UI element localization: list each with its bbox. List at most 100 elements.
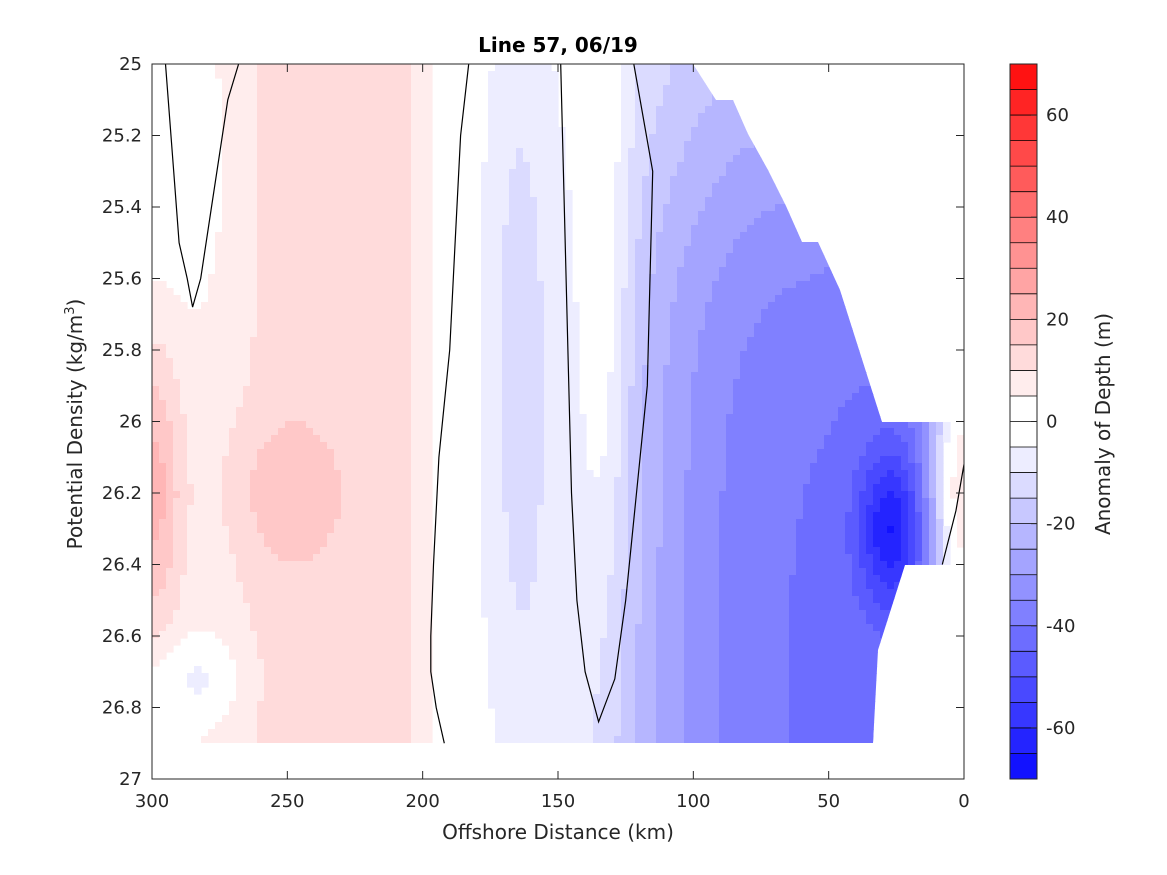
- field-cell: [299, 344, 307, 352]
- field-cell: [866, 414, 874, 422]
- field-cell: [313, 232, 321, 240]
- field-cell: [411, 225, 419, 233]
- field-cell: [551, 92, 559, 100]
- field-cell: [369, 211, 377, 219]
- field-cell: [355, 260, 363, 268]
- field-cell: [355, 414, 363, 422]
- field-cell: [761, 414, 769, 422]
- field-cell: [257, 190, 265, 198]
- field-cell: [628, 344, 636, 352]
- field-cell: [362, 344, 370, 352]
- field-cell: [292, 400, 300, 408]
- field-cell: [390, 190, 398, 198]
- field-cell: [789, 344, 797, 352]
- field-cell: [670, 239, 678, 247]
- field-cell: [341, 127, 349, 135]
- field-cell: [348, 232, 356, 240]
- field-cell: [278, 71, 286, 79]
- field-cell: [726, 113, 734, 121]
- field-cell: [670, 421, 678, 429]
- field-cell: [523, 407, 531, 415]
- field-cell: [740, 183, 748, 191]
- field-cell: [222, 162, 230, 170]
- field-cell: [257, 120, 265, 128]
- field-cell: [733, 302, 741, 310]
- field-cell: [334, 372, 342, 380]
- field-cell: [313, 176, 321, 184]
- field-cell: [642, 197, 650, 205]
- field-cell: [397, 134, 405, 142]
- field-cell: [495, 344, 503, 352]
- field-cell: [292, 260, 300, 268]
- field-cell: [334, 246, 342, 254]
- field-cell: [292, 190, 300, 198]
- field-cell: [523, 169, 531, 177]
- field-cell: [698, 92, 706, 100]
- field-cell: [495, 330, 503, 338]
- field-cell: [530, 351, 538, 359]
- field-cell: [733, 309, 741, 317]
- field-cell: [782, 316, 790, 324]
- field-cell: [656, 169, 664, 177]
- field-cell: [481, 197, 489, 205]
- field-cell: [292, 162, 300, 170]
- field-cell: [544, 323, 552, 331]
- field-cell: [418, 225, 426, 233]
- field-cell: [754, 379, 762, 387]
- field-cell: [425, 330, 433, 338]
- field-cell: [740, 267, 748, 275]
- field-cell: [250, 344, 258, 352]
- field-cell: [481, 190, 489, 198]
- field-cell: [278, 358, 286, 366]
- field-cell: [264, 281, 272, 289]
- field-cell: [187, 351, 195, 359]
- field-cell: [558, 372, 566, 380]
- field-cell: [572, 393, 580, 401]
- field-cell: [257, 400, 265, 408]
- field-cell: [299, 407, 307, 415]
- field-cell: [726, 155, 734, 163]
- field-cell: [334, 211, 342, 219]
- field-cell: [376, 197, 384, 205]
- field-cell: [558, 400, 566, 408]
- field-cell: [782, 232, 790, 240]
- field-cell: [334, 295, 342, 303]
- field-cell: [383, 148, 391, 156]
- field-cell: [397, 302, 405, 310]
- field-cell: [810, 400, 818, 408]
- field-cell: [348, 407, 356, 415]
- field-cell: [159, 372, 167, 380]
- field-cell: [516, 260, 524, 268]
- field-cell: [355, 190, 363, 198]
- field-cell: [558, 246, 566, 254]
- field-cell: [299, 323, 307, 331]
- field-cell: [509, 386, 517, 394]
- field-cell: [614, 183, 622, 191]
- field-cell: [838, 414, 846, 422]
- field-cell: [376, 141, 384, 149]
- field-cell: [684, 211, 692, 219]
- field-cell: [341, 78, 349, 86]
- field-cell: [852, 400, 860, 408]
- field-cell: [250, 176, 258, 184]
- field-cell: [271, 379, 279, 387]
- field-cell: [670, 127, 678, 135]
- field-cell: [320, 92, 328, 100]
- field-cell: [180, 379, 188, 387]
- field-cell: [838, 400, 846, 408]
- field-cell: [306, 197, 314, 205]
- field-cell: [299, 253, 307, 261]
- field-cell: [383, 372, 391, 380]
- field-cell: [257, 414, 265, 422]
- field-cell: [705, 85, 713, 93]
- field-cell: [271, 92, 279, 100]
- field-cell: [649, 351, 657, 359]
- field-cell: [348, 183, 356, 191]
- field-cell: [649, 71, 657, 79]
- field-cell: [208, 281, 216, 289]
- field-cell: [824, 358, 832, 366]
- field-cell: [698, 421, 706, 429]
- field-cell: [306, 134, 314, 142]
- field-cell: [572, 365, 580, 373]
- field-cell: [292, 120, 300, 128]
